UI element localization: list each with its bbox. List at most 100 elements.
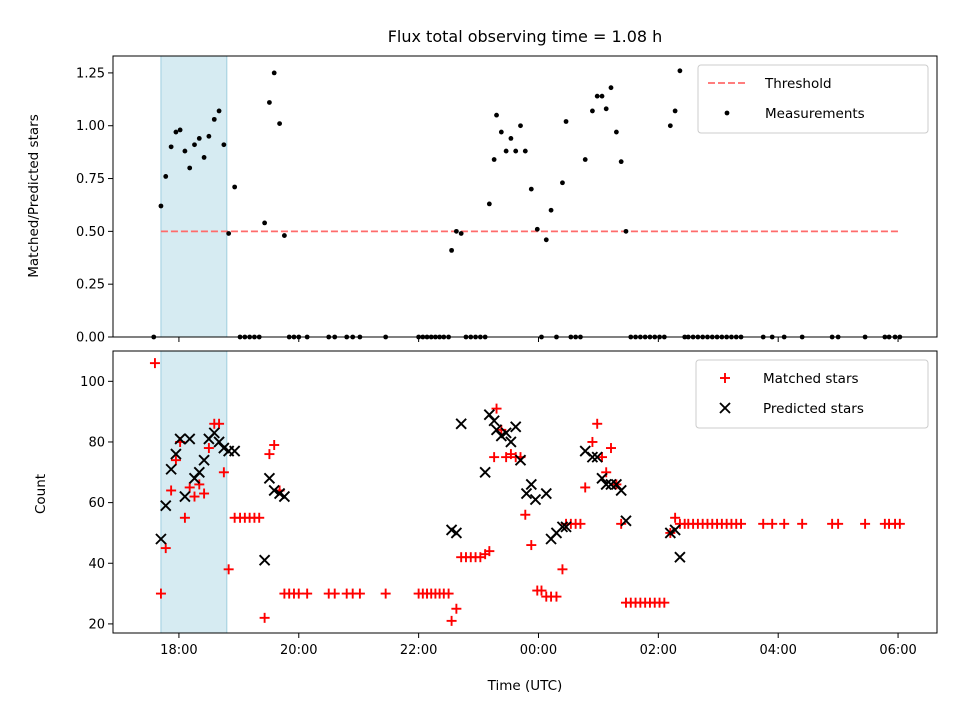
legend-predicted-swatch [719,402,731,414]
measurement-point [449,247,454,253]
predicted-star-point [198,454,210,466]
x-tick-label: 02:00 [640,643,677,658]
x-tick-label: 00:00 [520,643,557,658]
marker-stroke [600,478,612,491]
measurement-point [486,201,492,207]
matched-star-point [575,518,586,529]
marker-stroke [278,490,291,503]
predicted-star-point [620,515,632,527]
bottom-y-axis-label: Count [33,474,49,514]
marker-stroke [505,436,517,448]
matched-star-point [616,518,627,529]
legend-frame [697,64,929,134]
marker-stroke [268,484,280,497]
measurement-point [623,228,629,234]
marker-stroke [273,487,286,500]
measurement-point [262,220,268,226]
marker-stroke [591,451,603,463]
marker-stroke [479,466,491,478]
predicted-star-point [488,415,500,427]
measurement-point [518,123,523,129]
measurement-point [271,70,277,76]
matched-star-point [166,485,177,496]
measurement-point [201,155,207,160]
measurement-point [582,157,588,162]
matched-star-point [443,588,454,599]
predicted-star-point [560,521,572,533]
measurement-point [226,231,232,236]
matched-star-point [736,518,747,529]
marker-stroke [213,436,225,448]
matched-star-point [496,424,507,435]
measurement-point [267,100,272,105]
matched-star-point [179,512,190,523]
matched-star-point [557,564,568,575]
matched-star-point [605,443,616,454]
predicted-star-point [450,527,463,539]
measurement-point [168,144,174,150]
measurement-point [216,108,222,114]
y-tick-label: 100 [80,375,105,390]
predicted-star-point [193,466,205,478]
predicted-star-point [263,472,276,485]
matched-star-point [199,488,210,499]
marker-stroke [184,433,196,445]
matched-star-point [451,603,462,614]
legend-frame [695,359,929,429]
measurement-point [522,148,528,154]
matched-star-point [587,436,598,447]
measurement-point [608,85,614,91]
x-tick-label: 06:00 [879,643,916,658]
matched-star-point [293,588,304,599]
matched-star-point [223,564,234,575]
matched-star-point [580,482,591,493]
matched-star-point [329,588,340,599]
measurement-point [206,133,212,139]
matched-star-point [860,518,871,529]
y-tick-label: 0.75 [76,172,105,187]
measurement-point [498,129,504,135]
matched-star-point [489,452,500,463]
matched-star-point [218,467,229,478]
top-legend: Threshold Measurements [697,64,929,134]
matched-star-point [894,518,905,529]
predicted-star-point [155,533,167,545]
marker-stroke [579,445,591,457]
matched-star-point [601,467,612,478]
measurement-point [594,93,600,99]
predicted-star-point [600,478,612,491]
y-tick-label: 40 [88,557,105,572]
plot-frame [112,55,938,338]
predicted-star-point [514,454,527,466]
marker-stroke [674,551,686,563]
matched-star-point [551,591,562,602]
observing-span [160,55,228,338]
predicted-star-point [208,427,220,439]
measurement-point [158,203,164,209]
top-y-axis-label: Matched/Predicted stars [26,114,42,277]
marker-stroke [450,527,463,539]
predicted-star-point [669,524,681,536]
legend-label: Threshold [764,76,832,92]
y-tick-label: 0.50 [76,225,105,240]
matched-star-point [797,518,808,529]
x-axis-label: Time (UTC) [487,678,563,694]
measurement-point [232,184,238,190]
predicted-star-point [278,490,291,503]
marker-stroke [490,424,503,436]
matched-star-point [184,482,195,493]
matched-star-point [484,546,495,557]
plot-frame [112,350,938,634]
marker-stroke [263,472,276,485]
y-tick-label: 60 [88,496,105,511]
predicted-star-point [258,554,271,566]
predicted-star-point [455,418,467,430]
marker-stroke [445,524,458,536]
predicted-star-point [525,478,537,491]
x-tick-label: 18:00 [160,643,197,658]
marker-stroke [560,521,572,533]
matched-star-point [269,440,280,450]
matched-star-point [597,452,608,463]
star-count-panel: 18:00 20:00 22:00 00:00 02:00 04:00 06:00 20 40 6… [80,350,938,658]
